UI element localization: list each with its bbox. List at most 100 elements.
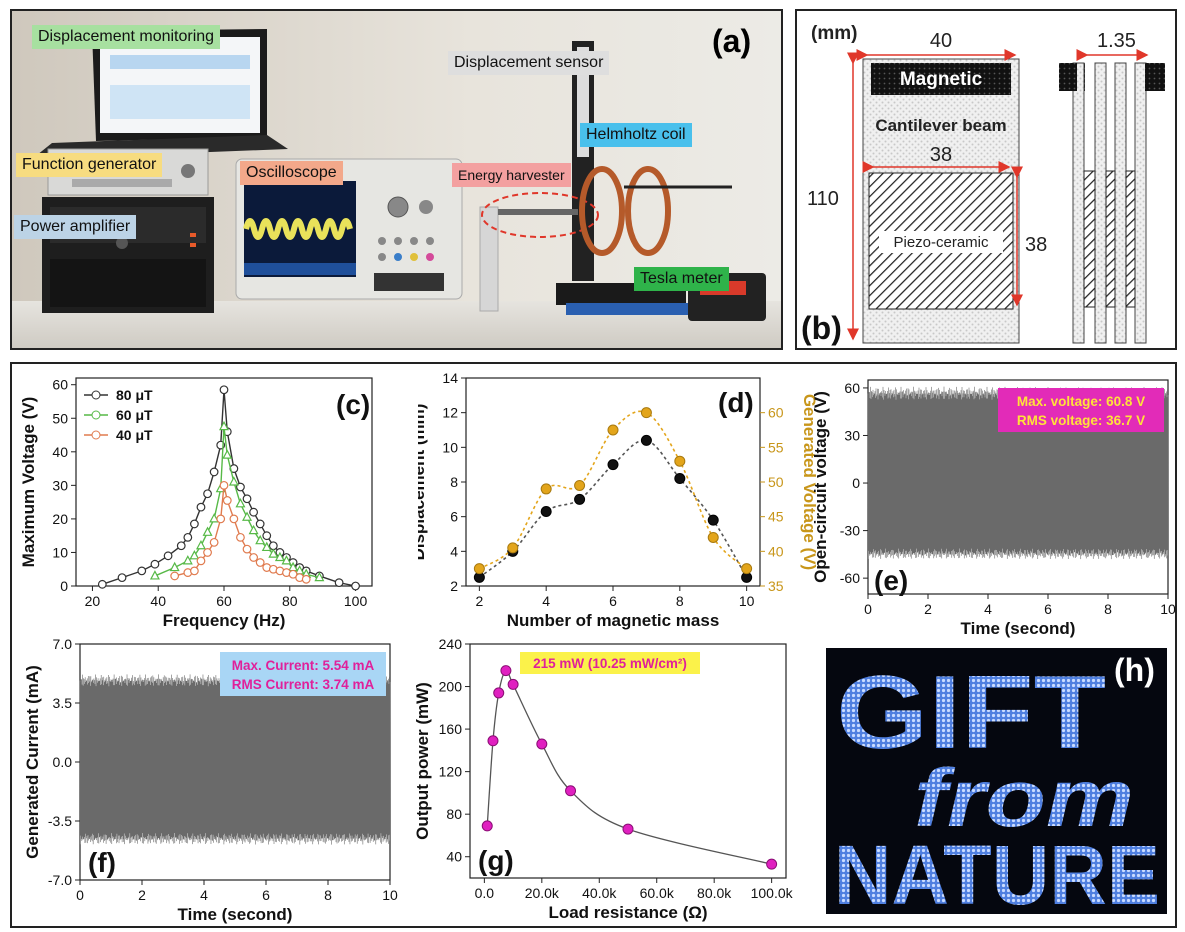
panel-letter: (d) (718, 387, 754, 418)
label-tesla-meter: Tesla meter (634, 267, 729, 291)
data-point (507, 678, 519, 690)
x-tick-label: 2 (138, 887, 146, 903)
data-point (235, 498, 246, 508)
cantilever-label: Cantilever beam (875, 116, 1006, 135)
data-point (574, 479, 586, 491)
data-point (500, 665, 512, 677)
x-axis-label: Load resistance (Ω) (548, 903, 707, 922)
x-tick-label: 4 (200, 887, 208, 903)
data-point (674, 473, 686, 485)
data-point (473, 563, 485, 575)
x-tick-label: 8 (676, 593, 684, 609)
piezo-label: Piezo-ceramic (893, 234, 989, 251)
x-axis-label: Frequency (Hz) (163, 611, 286, 630)
x-tick-label: 60 (216, 593, 232, 609)
y2-tick-label: 60 (768, 405, 784, 421)
panel-b-schematic: (mm) Magnetic Cantilever beam Piezo-cera… (801, 23, 1165, 346)
led-display-svg: GIFT from NATURE (834, 655, 1160, 914)
x-tick-label: 100 (344, 593, 368, 609)
data-point (219, 385, 229, 395)
x-tick-label: 0 (864, 601, 872, 617)
data-point (183, 532, 193, 542)
y-tick-label: 50 (52, 410, 68, 426)
x-tick-label: 40.0k (582, 885, 617, 901)
x-tick-label: 2 (924, 601, 932, 617)
data-point (236, 532, 245, 542)
data-point (209, 537, 219, 547)
y-axis-label: Generated Current (mA) (23, 665, 42, 859)
y-tick-label: -7.0 (48, 872, 72, 888)
data-point (248, 524, 259, 535)
data-point (203, 548, 212, 557)
panel-letter: (e) (874, 565, 908, 596)
data-point (117, 573, 127, 583)
y-tick-label: 40 (446, 849, 462, 865)
label-displacement-sensor: Displacement sensor (448, 51, 610, 75)
led-line-2: from (914, 753, 1134, 844)
legend-marker (91, 390, 101, 400)
data-point (334, 578, 344, 588)
data-point (540, 483, 552, 495)
y-tick-label: 7.0 (53, 636, 73, 652)
data-point (351, 581, 360, 591)
label-power-amplifier: Power amplifier (14, 215, 137, 239)
y-tick-label: 0.0 (53, 754, 73, 770)
data-point (607, 459, 619, 471)
y-tick-label: 20 (52, 511, 68, 527)
y-tick-label: -30 (840, 523, 860, 539)
y-tick-label: -3.5 (48, 813, 72, 829)
data-point (262, 531, 272, 541)
series-line (154, 426, 320, 579)
data-point (219, 480, 229, 490)
y-axis-label: Maximum Voltage (V) (19, 397, 38, 568)
x-tick-label: 0.0 (475, 885, 495, 901)
label-oscilloscope: Oscilloscope (240, 161, 343, 185)
label-helmholtz-coil: Helmholtz coil (580, 123, 692, 147)
annotation-text: RMS Current: 3.74 mA (232, 677, 375, 692)
y-tick-label: 2 (450, 578, 458, 594)
panel-b-letter: (b) (801, 310, 842, 346)
x-tick-label: 40 (150, 593, 166, 609)
data-point (261, 541, 272, 552)
x-tick-label: 0 (76, 887, 84, 903)
y-tick-label: 200 (439, 679, 463, 695)
data-point (222, 496, 232, 505)
data-point (507, 542, 519, 554)
data-point (674, 455, 686, 467)
y2-tick-label: 45 (768, 509, 784, 525)
data-point (195, 539, 206, 550)
legend-marker (91, 430, 101, 440)
x-tick-label: 10 (382, 887, 398, 903)
x-tick-label: 8 (324, 887, 332, 903)
data-point (255, 558, 265, 567)
fit-line (486, 669, 772, 865)
x-tick-label: 6 (262, 887, 270, 903)
helmholtz-coil-device (556, 166, 732, 315)
data-point (766, 858, 778, 870)
x-tick-label: 2 (475, 593, 483, 609)
data-point (640, 407, 652, 419)
laptop (32, 29, 288, 159)
magnetic-block (871, 63, 1011, 95)
data-point (242, 494, 252, 504)
x-axis-label: Number of magnetic mass (507, 611, 720, 630)
legend-label: 60 μT (116, 407, 153, 423)
x-tick-label: 10 (1160, 601, 1176, 617)
y-tick-label: 30 (52, 477, 68, 493)
side-view (1059, 49, 1165, 344)
data-point (176, 541, 186, 551)
data-point (203, 489, 212, 499)
chart-c: 20 40 60 80 100 0 10 20 30 40 50 60 Frequency (Hz) Ma… (19, 377, 373, 630)
data-point (274, 551, 285, 562)
data-point (268, 548, 279, 558)
y2-tick-label: 35 (768, 578, 784, 594)
y-tick-label: 3.5 (53, 695, 73, 711)
y-tick-label: 6 (450, 509, 458, 525)
y-tick-label: 120 (439, 764, 463, 780)
annotation-text: Max. Current: 5.54 mA (232, 658, 375, 673)
legend-marker (91, 410, 101, 420)
data-point (229, 514, 239, 524)
y-axis-label: Displacement (mm) (418, 404, 428, 561)
annotation-text: 215 mW (10.25 mW/cm²) (533, 656, 687, 671)
data-point (707, 514, 719, 526)
